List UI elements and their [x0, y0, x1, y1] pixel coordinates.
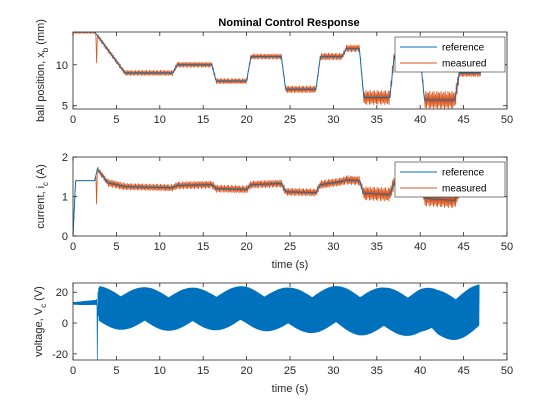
x-tick-label: 20 [240, 241, 252, 253]
x-tick-label: 35 [371, 241, 383, 253]
x-tick-label: 45 [457, 114, 469, 126]
y-tick-label: 10 [56, 60, 68, 72]
legend-label-reference: reference [442, 43, 485, 54]
x-tick-label: 30 [327, 365, 339, 377]
legend-label-measured: measured [442, 59, 486, 70]
current-legend: reference measured [394, 161, 506, 198]
x-tick-label: 45 [457, 365, 469, 377]
x-tick-label: 15 [197, 365, 209, 377]
current-xlabel: time (s) [272, 259, 309, 271]
position-ylabel: ball position, xb (mm) [35, 19, 50, 122]
voltage-xlabel: time (s) [272, 383, 309, 395]
x-tick-label: 25 [284, 114, 296, 126]
x-tick-label: 45 [457, 241, 469, 253]
x-tick-label: 15 [197, 241, 209, 253]
x-tick-label: 50 [501, 114, 513, 126]
series-voltage-line [73, 284, 480, 360]
x-tick-label: 5 [113, 114, 119, 126]
x-tick-label: 50 [501, 241, 513, 253]
current-ylabel: current, ic (A) [35, 164, 50, 229]
x-tick-label: 10 [154, 114, 166, 126]
x-tick-label: 25 [284, 365, 296, 377]
x-tick-label: 50 [501, 365, 513, 377]
y-tick-label: 20 [56, 287, 68, 299]
figure-title: Nominal Control Response [218, 17, 359, 29]
x-tick-label: 30 [327, 241, 339, 253]
x-tick-label: 40 [414, 114, 426, 126]
x-tick-label: 35 [371, 365, 383, 377]
position-legend: reference measured [394, 36, 506, 73]
x-tick-label: 15 [197, 114, 209, 126]
y-tick-label: 1 [62, 192, 68, 204]
y-tick-label: 2 [62, 152, 68, 164]
x-tick-label: 35 [371, 114, 383, 126]
x-tick-label: 0 [70, 241, 76, 253]
x-tick-label: 10 [154, 365, 166, 377]
x-tick-label: 0 [70, 114, 76, 126]
x-tick-label: 30 [327, 114, 339, 126]
y-tick-label: 0 [62, 318, 68, 330]
x-tick-label: 20 [240, 114, 252, 126]
x-tick-label: 5 [113, 241, 119, 253]
x-tick-label: 20 [240, 365, 252, 377]
x-tick-label: 0 [70, 365, 76, 377]
y-tick-label: 5 [62, 101, 68, 113]
x-tick-label: 40 [414, 365, 426, 377]
y-tick-label: -20 [52, 349, 68, 361]
legend-label-reference: reference [442, 168, 485, 179]
x-tick-label: 5 [113, 365, 119, 377]
x-tick-label: 40 [414, 241, 426, 253]
x-tick-label: 10 [154, 241, 166, 253]
legend-label-measured: measured [442, 184, 486, 195]
voltage-ylabel: voltage, Vc (V) [33, 286, 48, 357]
x-tick-label: 25 [284, 241, 296, 253]
y-tick-label: 0 [62, 231, 68, 243]
